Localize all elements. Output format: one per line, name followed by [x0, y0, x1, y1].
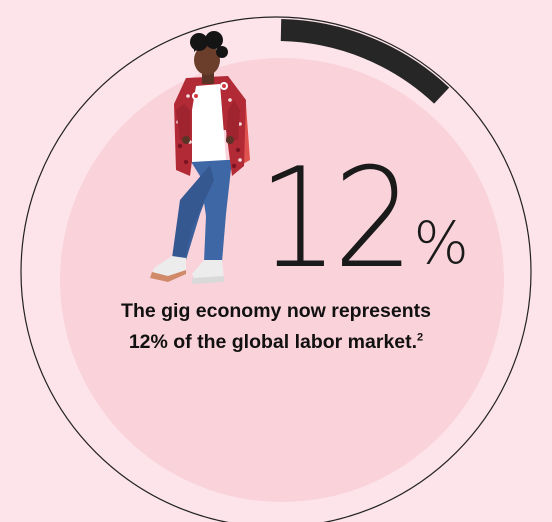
- caption-line-2: 12% of the global labor market.2: [60, 327, 492, 358]
- inner-disc: [60, 58, 504, 502]
- big-stat: 12 %: [258, 138, 469, 299]
- walking-woman-illustration: [150, 31, 250, 284]
- caption-line-1: The gig economy now represents: [121, 300, 431, 322]
- progress-arc: [280, 19, 450, 104]
- stat-number: 12: [258, 138, 414, 299]
- footnote-marker: 2: [417, 331, 424, 344]
- outer-ring: [20, 16, 532, 522]
- stat-unit: %: [413, 209, 469, 277]
- stat-caption: The gig economy now represents 12% of th…: [60, 296, 492, 358]
- caption-line-2-text: 12% of the global labor market.: [128, 331, 418, 353]
